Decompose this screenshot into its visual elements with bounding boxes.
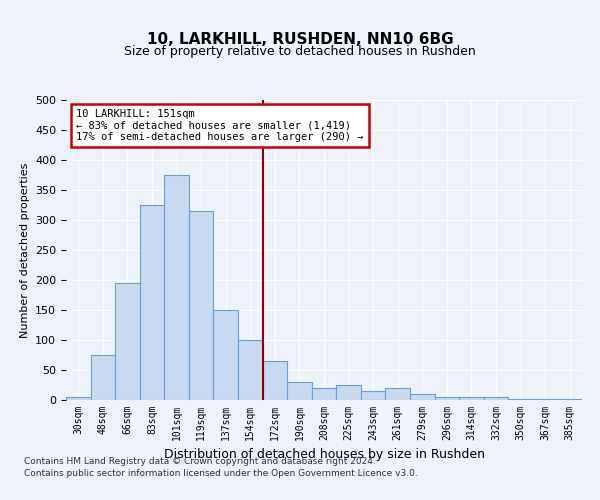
Text: Contains public sector information licensed under the Open Government Licence v3: Contains public sector information licen… [24,469,418,478]
Bar [484,397,508,400]
Bar [66,397,91,400]
Text: 10, LARKHILL, RUSHDEN, NN10 6BG: 10, LARKHILL, RUSHDEN, NN10 6BG [146,32,454,48]
Text: 10 LARKHILL: 151sqm
← 83% of detached houses are smaller (1,419)
17% of semi-det: 10 LARKHILL: 151sqm ← 83% of detached ho… [76,109,364,142]
Bar [263,361,287,400]
Text: Contains HM Land Registry data © Crown copyright and database right 2024.: Contains HM Land Registry data © Crown c… [24,458,376,466]
Bar [189,211,214,400]
Bar [336,385,361,400]
Bar [410,394,434,400]
Bar [312,388,336,400]
Bar [385,388,410,400]
X-axis label: Distribution of detached houses by size in Rushden: Distribution of detached houses by size … [163,448,485,462]
Bar [508,399,533,400]
Bar [238,340,263,400]
Bar [164,175,189,400]
Bar [533,399,557,400]
Bar [115,283,140,400]
Bar [287,382,312,400]
Y-axis label: Number of detached properties: Number of detached properties [20,162,29,338]
Bar [214,310,238,400]
Bar [434,397,459,400]
Bar [361,391,385,400]
Bar [91,355,115,400]
Bar [140,205,164,400]
Bar [459,397,484,400]
Text: Size of property relative to detached houses in Rushden: Size of property relative to detached ho… [124,45,476,58]
